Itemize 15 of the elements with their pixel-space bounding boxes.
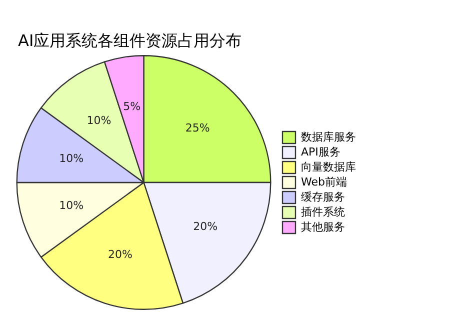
data-label: 25% (185, 122, 210, 135)
data-label: 20% (193, 220, 218, 234)
legend-label: API服务 (301, 145, 340, 158)
data-label: 20% (108, 248, 132, 261)
legend-label: 数据库服务 (301, 130, 356, 144)
legend-label: 向量数据库 (301, 160, 356, 174)
chart-title: AI应用系统各组件资源占用分布 (18, 31, 242, 52)
data-label: 10% (86, 114, 112, 127)
legend-label: 插件系统 (301, 205, 345, 218)
legend-label: 缓存服务 (301, 190, 345, 204)
data-label: 5% (123, 100, 141, 114)
data-label: 10% (59, 152, 84, 165)
legend-label: Web前端 (301, 175, 347, 188)
data-label: 10% (59, 198, 84, 212)
legend-label: 其他服务 (301, 220, 345, 234)
